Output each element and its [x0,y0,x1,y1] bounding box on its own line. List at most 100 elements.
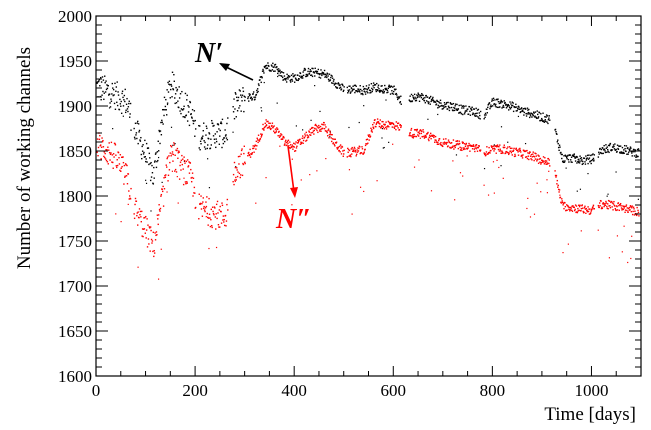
data-point [563,155,565,157]
data-point [429,135,431,138]
data-point [464,145,467,148]
data-point [357,88,359,90]
data-point [557,139,559,141]
data-point [138,131,140,133]
data-point [302,77,304,79]
data-point [180,112,182,115]
data-point [115,86,118,88]
data-point [578,162,581,164]
data-point [409,135,412,137]
data-point [496,144,499,146]
data-point [328,137,330,139]
data-point [300,75,303,78]
data-point [172,160,174,162]
data-point [587,162,589,165]
data-point [609,205,611,207]
data-point [277,70,279,72]
data-point [546,163,548,165]
data-point [130,129,132,131]
data-point [370,82,373,85]
data-point [545,160,548,162]
data-point [541,159,543,162]
data-point [274,63,277,66]
data-point [486,146,488,148]
data-point [391,92,394,94]
data-point [636,148,639,151]
data-point [574,204,577,206]
data-point [217,212,219,214]
data-point [409,95,411,97]
data-point [343,86,345,88]
data-point [532,151,534,153]
data-point [540,162,542,164]
data-point [248,100,250,102]
data-point [311,67,313,70]
data-point [186,182,188,184]
x-tick-label: 800 [480,381,506,400]
data-point [277,131,280,133]
data-point [498,102,501,105]
data-point [160,121,162,124]
outlier-point [145,182,148,184]
data-point [427,138,430,140]
data-point [606,207,608,210]
data-point [532,155,535,157]
data-point [189,162,192,164]
data-point [422,97,425,99]
data-point [541,117,543,120]
data-point [436,141,438,143]
data-point [387,120,390,123]
data-point [412,96,414,99]
data-point [161,188,163,191]
data-point [364,91,366,93]
data-point [162,123,164,125]
data-point [633,148,635,151]
data-point [260,81,262,84]
data-point [467,145,469,147]
data-point [496,106,499,109]
data-point [324,124,326,126]
data-point [322,127,324,130]
data-point [530,112,533,115]
data-point [560,202,563,204]
data-point [486,112,489,114]
data-point [564,154,567,156]
data-point [460,147,463,149]
data-point [623,207,625,209]
data-point [313,71,315,73]
outlier-point [329,131,331,133]
data-point [448,141,451,144]
data-point [108,151,111,154]
data-point [585,159,588,161]
data-point [450,106,453,109]
data-point [487,103,490,106]
data-point [413,98,415,100]
data-point [524,150,526,153]
outlier-point [462,147,464,149]
data-point [142,153,145,155]
data-point [216,217,218,220]
data-point [286,76,289,79]
data-point [616,209,619,211]
data-point [150,229,152,232]
data-point [631,152,633,154]
data-point [637,211,640,214]
data-point [483,118,485,120]
data-point [341,83,344,86]
data-point [581,163,583,166]
data-point [277,128,279,130]
data-point [354,149,357,152]
data-point [626,153,628,155]
data-point [530,158,532,160]
data-point [333,138,335,140]
data-point [371,131,373,133]
data-point [325,126,327,128]
data-point [173,80,175,82]
data-point [477,146,480,149]
data-point [567,158,570,161]
data-point [342,84,344,87]
data-point [326,76,328,79]
data-point [266,120,268,123]
data-point [469,114,472,116]
data-point [432,99,435,101]
